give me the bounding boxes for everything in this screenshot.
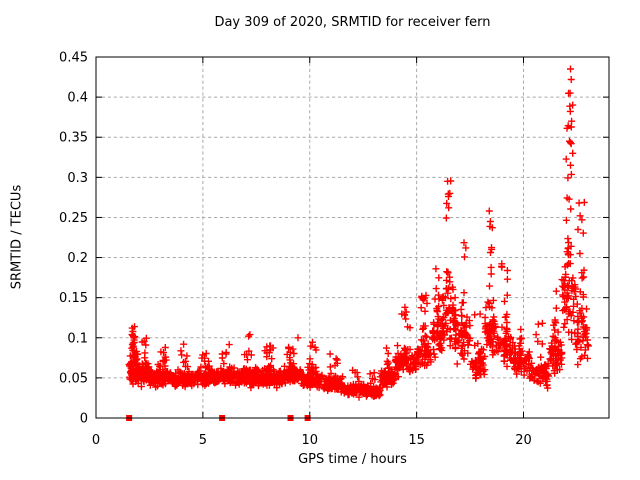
chart-title: Day 309 of 2020, SRMTID for receiver fer…: [214, 15, 491, 30]
svg-text:0.1: 0.1: [67, 331, 88, 346]
svg-text:10: 10: [301, 433, 318, 448]
plot-border: [95, 56, 610, 419]
svg-text:0.25: 0.25: [59, 211, 88, 226]
x-axis-label: GPS time / hours: [298, 452, 407, 467]
scatter-points: [125, 65, 592, 401]
svg-text:0.15: 0.15: [59, 291, 88, 306]
svg-text:20: 20: [515, 433, 532, 448]
x-tick-labels: 0 5 10 15 20: [92, 433, 532, 448]
svg-text:0.05: 0.05: [59, 371, 88, 386]
svg-text:0.3: 0.3: [67, 171, 88, 186]
svg-text:0.35: 0.35: [59, 131, 88, 146]
svg-text:0.4: 0.4: [67, 91, 88, 106]
svg-text:0.45: 0.45: [59, 51, 88, 66]
y-tick-labels: 0 0.05 0.1 0.15 0.2 0.25 0.3 0.35 0.4 0.45: [59, 51, 88, 427]
axis-ticks: [95, 56, 609, 419]
svg-text:0: 0: [92, 433, 100, 448]
svg-text:15: 15: [408, 433, 425, 448]
svg-text:0.2: 0.2: [67, 251, 88, 266]
svg-text:0: 0: [80, 412, 88, 427]
svg-text:5: 5: [199, 433, 207, 448]
